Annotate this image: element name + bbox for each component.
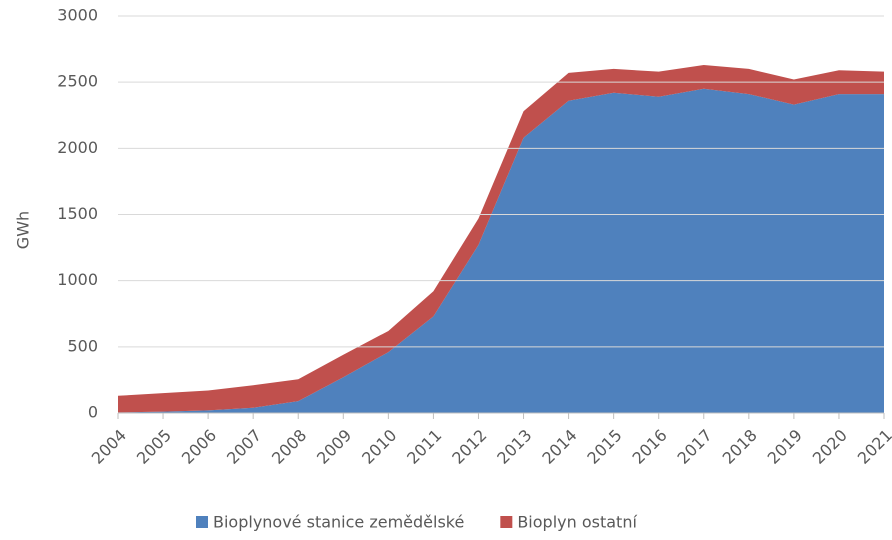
legend-label: Bioplynové stanice zemědělské xyxy=(213,513,464,532)
x-tick-label: 2018 xyxy=(719,426,761,468)
y-tick-label: 2500 xyxy=(57,72,98,91)
legend: Bioplynové stanice zemědělské Bioplyn ost… xyxy=(196,513,637,532)
x-tick-label: 2016 xyxy=(628,426,670,468)
y-tick-label: 3000 xyxy=(57,6,98,25)
area xyxy=(118,88,884,414)
y-axis-label: GWh xyxy=(14,211,33,249)
x-tick-label: 2008 xyxy=(268,426,310,468)
y-tick-label: 0 xyxy=(88,403,98,422)
x-tick-label: 2010 xyxy=(358,426,400,468)
x-tick-label: 2011 xyxy=(403,426,445,468)
x-tick-label: 2020 xyxy=(809,426,851,468)
y-tick-label: 1500 xyxy=(57,204,98,223)
y-tick-label: 500 xyxy=(67,336,98,355)
x-tick-label: 2006 xyxy=(178,426,220,468)
x-tick-label: 2015 xyxy=(583,426,625,468)
x-tick-label: 2005 xyxy=(133,426,175,468)
areas xyxy=(118,64,884,414)
x-tick-label: 2012 xyxy=(448,426,490,468)
x-tick-label: 2007 xyxy=(223,426,265,468)
x-tick-label: 2004 xyxy=(88,426,130,468)
x-tick-label: 2017 xyxy=(674,426,716,468)
x-tick-label: 2013 xyxy=(493,426,535,468)
x-tick-label: 2009 xyxy=(313,426,355,468)
legend-swatch xyxy=(196,516,208,528)
y-tick-label: 1000 xyxy=(57,270,98,289)
legend-swatch xyxy=(500,516,513,528)
legend-label: Bioplyn ostatní xyxy=(517,513,637,532)
x-tick-label: 2021 xyxy=(854,426,892,468)
y-tick-label: 2000 xyxy=(57,138,98,157)
area xyxy=(118,64,884,413)
x-tick-label: 2014 xyxy=(538,426,580,468)
x-tick-label: 2019 xyxy=(764,426,806,468)
